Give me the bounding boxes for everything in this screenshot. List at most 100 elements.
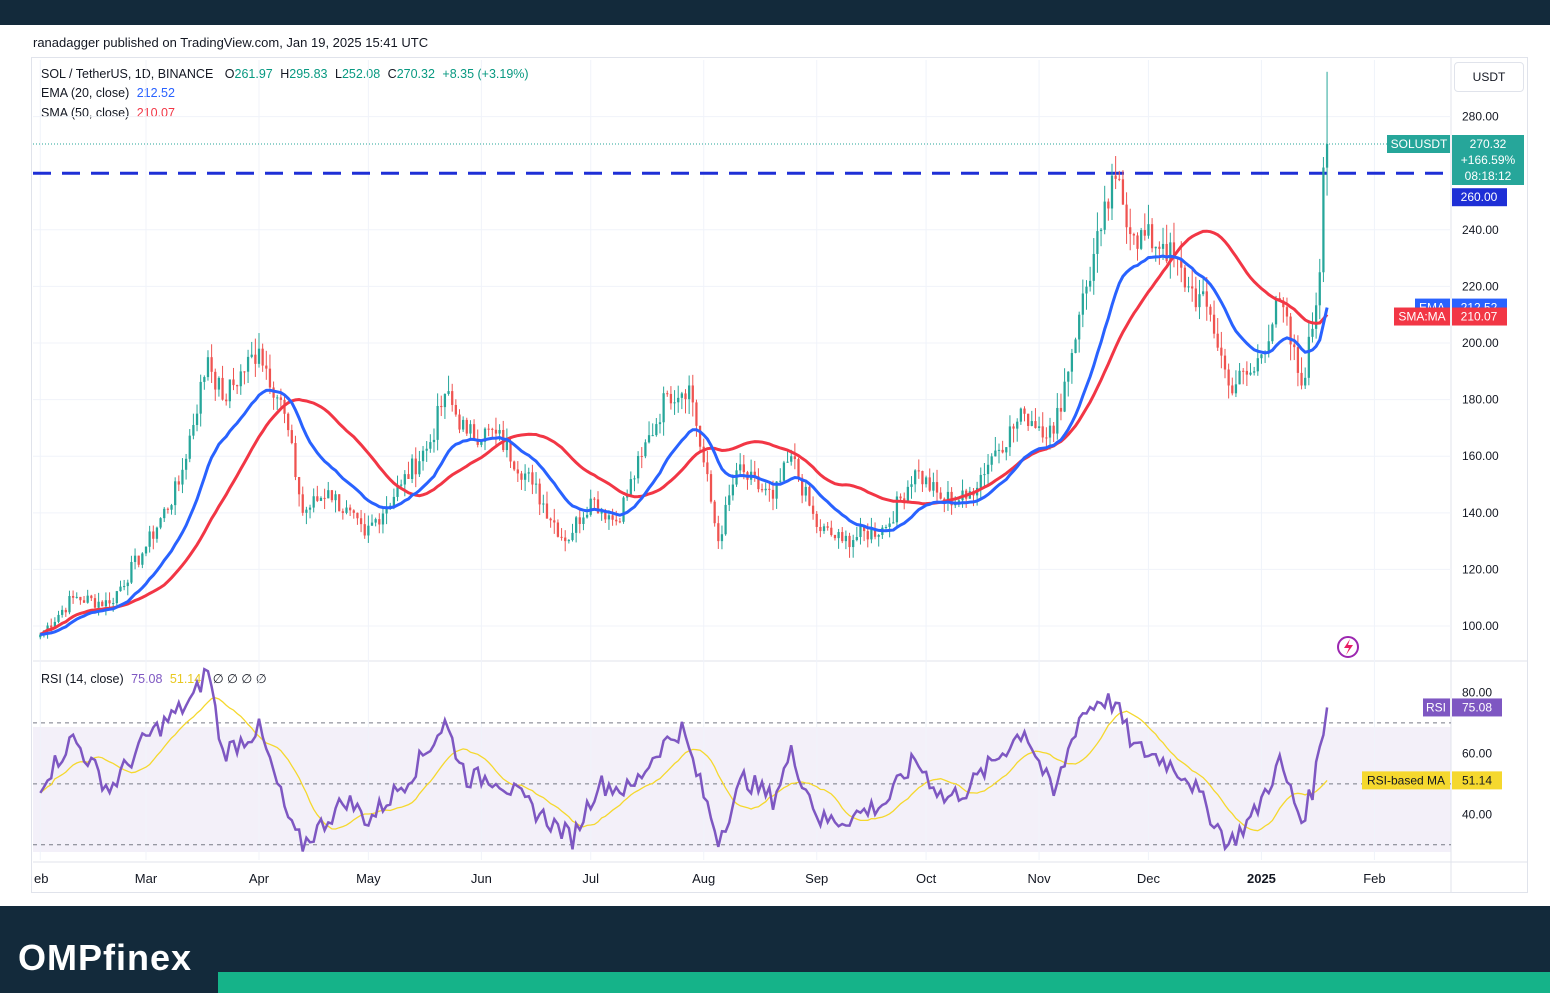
candle-body [462,419,465,430]
candle-body [243,371,246,373]
price-badge-value: 270.32 [1470,137,1507,151]
candle-body [811,505,815,514]
candle-body [451,391,454,405]
candle-body [170,505,173,510]
candle-body [1212,314,1216,334]
candle-body [1194,288,1197,308]
candle-body [582,517,585,524]
candle-body [600,510,603,514]
candle-body [1191,286,1194,289]
candle-body [545,503,549,519]
candle-body [1311,328,1314,337]
candle-body [1307,336,1310,378]
candle-body [443,393,447,408]
candle-body [928,477,931,491]
candle-body [804,486,807,496]
candle-body [578,517,581,524]
candle-body [115,591,118,604]
candle-body [1209,306,1212,315]
candle-body [349,507,352,511]
candle-body [174,481,177,506]
candle-body [53,621,57,628]
candle-body [764,488,767,491]
rsi-line[interactable] [39,667,1329,852]
candle-body [1059,407,1063,412]
price-tick-label: 160.00 [1462,449,1499,463]
price-badge: SOLUSDT 270.32 +166.59% 08:18:12 [1387,135,1524,185]
sma-badge: SMA:MA 210.07 [1394,307,1507,326]
candle-body [556,522,560,537]
candle-body [352,510,355,513]
candle-body [276,397,279,399]
candle-body [90,595,93,599]
candle-body [1132,234,1135,236]
candle-body [527,472,530,474]
candle-body [1107,201,1110,209]
candle-body [1322,167,1325,273]
candle-body [429,442,432,449]
time-tick-label: Nov [1028,871,1052,886]
price-tick-label: 180.00 [1462,393,1499,407]
candle-body [363,524,366,536]
candle-body [374,519,377,523]
candle-body [93,598,97,608]
candle-body [837,532,840,539]
candle-body [75,596,78,598]
rsi-tick-label: 40.00 [1462,807,1492,821]
candle-body [1220,347,1223,356]
candle-body [1245,370,1248,375]
candle-body [724,504,727,535]
candle-body [1318,272,1321,306]
candle-body [775,481,778,499]
candle-body [1121,179,1125,205]
candle-body [1154,246,1157,249]
candle-body [1099,229,1103,232]
candle-body [768,488,771,490]
candle-body [469,424,472,434]
candle-body [421,450,425,462]
ema-line[interactable] [40,254,1329,636]
candle-body [447,391,450,394]
rsi-band-fill [33,727,1451,852]
candle-body [899,496,902,499]
candle-body [480,441,483,445]
candle-body [742,464,745,473]
candle-body [666,393,669,395]
sma-line[interactable] [39,229,1329,636]
candle-body [250,354,253,357]
candle-body [793,456,796,460]
candle-body [1048,425,1052,438]
candle-body [1012,426,1015,429]
candle-body [112,603,115,605]
rsi-legend[interactable]: RSI (14, close) 75.08 51.14 ∅ ∅ ∅ ∅ [41,671,267,686]
ema-legend-label: EMA (20, close) [41,86,130,100]
candle-body [575,517,578,533]
candle-body [1096,231,1099,254]
candle-body [465,419,468,434]
top-bar [0,0,1550,25]
candle-body [378,519,381,525]
time-tick-label: Jun [471,871,492,886]
candle-body [651,435,654,437]
candle-body [210,357,213,372]
currency-button[interactable]: USDT [1454,62,1524,92]
candle-body [407,474,410,479]
candle-body [101,601,104,607]
candle-body [910,484,913,487]
candle-body [709,474,713,502]
price-badge-countdown: 08:18:12 [1465,169,1512,183]
candle-body [494,429,498,434]
resistance-badge: 260.00 [1452,188,1507,207]
lightning-icon[interactable] [1337,636,1359,658]
candle-body [432,439,436,443]
candle-body [822,526,826,532]
symbol-legend[interactable]: SOL / TetherUS, 1D, BINANCE O261.97 H295… [41,67,529,81]
candle-body [46,625,49,631]
candle-body [757,476,760,490]
candle-body [141,553,144,565]
rsi-ma-line[interactable] [39,697,1328,832]
candle-body [877,535,880,537]
candle-body [476,439,479,445]
candle-body [921,470,924,485]
